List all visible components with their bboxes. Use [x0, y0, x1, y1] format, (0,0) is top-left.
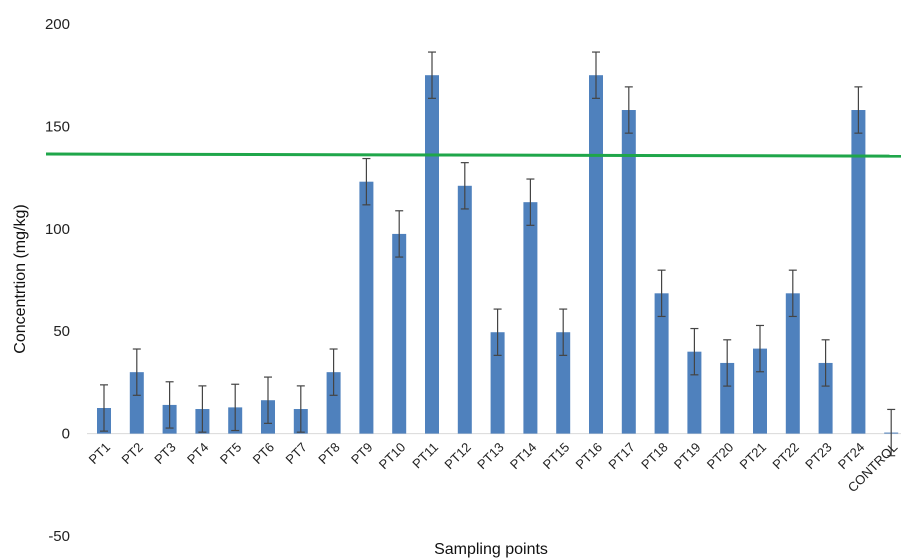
bar [720, 362, 735, 434]
bar [589, 75, 603, 434]
x-tick-label: PT17 [605, 440, 638, 473]
x-tick-label: PT6 [250, 440, 277, 467]
x-tick-label: PT20 [704, 440, 737, 473]
bar [523, 202, 538, 434]
error-bar [559, 308, 568, 356]
x-tick-label: PT13 [474, 440, 507, 473]
error-bar [231, 383, 240, 432]
x-tick-label: PT9 [348, 440, 375, 467]
bar [425, 75, 439, 434]
bar [326, 372, 341, 434]
error-bar [132, 348, 141, 396]
x-tick-label: PT21 [737, 440, 770, 473]
error-bar [329, 348, 338, 396]
error-bar [296, 385, 305, 433]
x-tick-label: PT10 [376, 440, 409, 473]
x-tick-label: PT18 [638, 440, 671, 473]
error-bar [264, 376, 272, 424]
y-axis-title: Concentrtion (mg/kg) [12, 204, 29, 353]
x-tick-label: PT22 [769, 440, 802, 473]
x-tick-label: PT15 [540, 440, 573, 473]
error-bar [723, 339, 732, 387]
error-bar [821, 339, 830, 387]
error-bar [657, 269, 666, 318]
error-bar [100, 384, 108, 432]
x-tick-label: PT23 [802, 440, 835, 473]
y-tick-label: 200 [45, 16, 70, 33]
x-tick-label: PT1 [86, 440, 113, 467]
bar [359, 181, 374, 434]
error-bar [854, 86, 863, 134]
x-tick-label: PT3 [151, 440, 178, 467]
y-axis-ticks: -50 0 50 100 150 200 [45, 16, 70, 545]
bar [785, 293, 800, 434]
y-tick-label: 100 [45, 221, 70, 238]
error-bar [493, 308, 502, 356]
bar [753, 348, 767, 434]
error-bar [460, 162, 469, 210]
error-bar [198, 385, 207, 433]
x-tick-label: PT19 [671, 440, 704, 473]
error-bar [362, 157, 371, 206]
bar [818, 362, 833, 434]
bars-group [97, 75, 899, 434]
error-bars-group [100, 51, 896, 457]
error-bar [756, 324, 764, 373]
reference-line [45, 152, 901, 158]
error-bar [788, 269, 797, 318]
x-tick-label: PT4 [184, 440, 211, 467]
x-tick-label: PT2 [118, 440, 145, 467]
error-bar [165, 381, 174, 429]
error-bar [624, 86, 633, 134]
bar [392, 233, 407, 434]
x-tick-label: PT8 [315, 440, 342, 467]
x-axis-ticks: PT1 PT2 PT3 PT4 PT5 PT6 PT7 PT8 PT9 PT10 PT11 PT12 P… [86, 440, 901, 496]
error-bar [887, 408, 896, 457]
error-bar [592, 51, 600, 99]
bar [851, 110, 866, 434]
y-tick-label: 0 [62, 426, 70, 443]
bar [129, 372, 144, 434]
error-bar [395, 210, 404, 258]
x-tick-label: PT11 [409, 440, 441, 472]
bar [457, 185, 472, 434]
x-tick-label: PT14 [507, 440, 540, 473]
bar [621, 110, 636, 434]
bar [687, 351, 702, 434]
x-tick-label: PT16 [573, 440, 606, 473]
x-tick-label: PT7 [282, 440, 309, 467]
x-tick-label: PT5 [217, 440, 244, 467]
bar [654, 293, 669, 434]
y-tick-label: -50 [48, 528, 70, 545]
x-tick-label: PT12 [441, 440, 474, 473]
y-tick-label: 150 [45, 118, 70, 135]
y-tick-label: 50 [53, 323, 70, 340]
bar [490, 332, 505, 434]
error-bar [526, 178, 535, 226]
bar [556, 332, 571, 434]
x-axis-title: Sampling points [434, 541, 548, 558]
error-bar [690, 327, 699, 376]
error-bar [428, 51, 436, 99]
